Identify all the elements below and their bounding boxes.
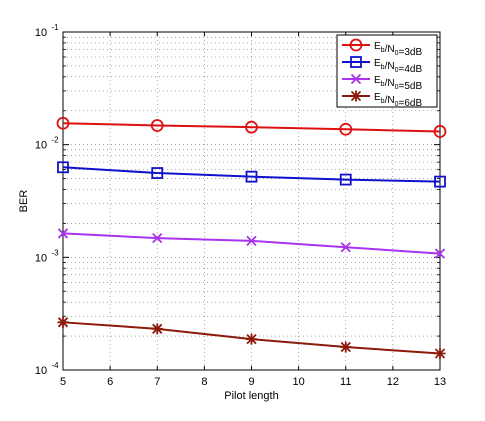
asterisk-marker bbox=[151, 323, 163, 335]
series-line bbox=[62, 166, 441, 183]
x-tick-label: 8 bbox=[201, 376, 207, 388]
asterisk-marker bbox=[246, 333, 257, 345]
asterisk-marker bbox=[340, 341, 352, 353]
y-tick-exponent: -3 bbox=[51, 248, 59, 257]
legend-label: Eb/N0=3dB bbox=[374, 41, 422, 58]
y-tick-label: 10 bbox=[35, 365, 47, 377]
x-tick-label: 13 bbox=[434, 376, 446, 388]
y-tick-label: 10 bbox=[35, 252, 47, 264]
legend-item: Eb/N0=3dB bbox=[342, 38, 422, 58]
x-tick-label: 11 bbox=[340, 376, 351, 388]
y-tick-exponent: -4 bbox=[51, 361, 59, 370]
y-tick-label: 10 bbox=[35, 27, 47, 39]
circle-marker bbox=[245, 120, 258, 134]
legend-label: Eb/N0=4dB bbox=[374, 58, 422, 75]
legend-item: Eb/N0=5dB bbox=[342, 73, 422, 92]
legend-label: Eb/N0=6dB bbox=[374, 92, 422, 109]
x-axis: 5 6 7 8 9 10 11 12 13 Pilot length bbox=[60, 32, 446, 402]
y-tick-exponent: -2 bbox=[51, 136, 59, 145]
x-tick-label: 10 bbox=[293, 376, 305, 388]
series-3 bbox=[57, 228, 446, 259]
x-tick-label: 6 bbox=[107, 376, 113, 388]
x-tick-label: 12 bbox=[387, 376, 399, 388]
series-1 bbox=[56, 116, 447, 138]
x-marker bbox=[434, 248, 446, 259]
x-axis-label: Pilot length bbox=[224, 390, 278, 402]
legend-item: Eb/N0=6dB bbox=[342, 90, 422, 109]
circle-marker bbox=[433, 125, 447, 138]
circle-marker bbox=[150, 119, 164, 132]
x-tick-label: 5 bbox=[60, 376, 66, 388]
square-marker bbox=[339, 173, 352, 186]
y-axis-label: BER bbox=[18, 190, 30, 213]
x-marker bbox=[246, 235, 257, 247]
square-marker bbox=[245, 170, 258, 183]
square-marker bbox=[151, 167, 164, 179]
asterisk-marker bbox=[434, 348, 446, 360]
asterisk-marker bbox=[350, 90, 362, 102]
legend-label: Eb/N0=5dB bbox=[374, 75, 422, 92]
series-line bbox=[62, 122, 441, 133]
series-2 bbox=[57, 161, 446, 188]
x-tick-label: 9 bbox=[248, 376, 254, 388]
series-4 bbox=[57, 316, 446, 360]
legend-item: Eb/N0=4dB bbox=[342, 56, 422, 75]
square-marker bbox=[57, 161, 69, 174]
x-marker bbox=[350, 73, 362, 85]
x-marker bbox=[340, 242, 351, 253]
circle-marker bbox=[339, 122, 353, 136]
circle-marker bbox=[56, 116, 70, 130]
x-tick-label: 7 bbox=[154, 376, 160, 388]
square-marker bbox=[434, 175, 446, 188]
asterisk-marker bbox=[57, 316, 69, 328]
square-marker bbox=[350, 56, 362, 68]
grid bbox=[62, 32, 441, 370]
x-marker bbox=[57, 228, 69, 239]
y-tick-exponent: -1 bbox=[51, 23, 59, 32]
y-tick-label: 10 bbox=[35, 140, 47, 152]
circle-marker bbox=[349, 38, 363, 52]
x-marker bbox=[152, 233, 163, 244]
